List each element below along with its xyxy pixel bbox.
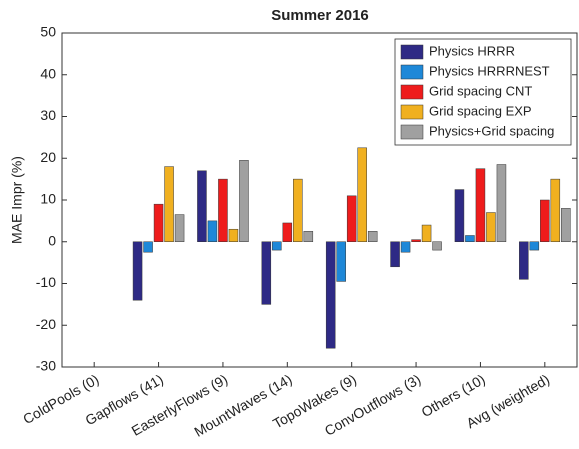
y-tick-label: 40 <box>40 65 56 81</box>
bar <box>197 170 207 242</box>
y-tick-label: -20 <box>36 316 56 332</box>
y-tick-label: 20 <box>40 149 56 165</box>
bar <box>432 241 442 251</box>
y-tick-label: -30 <box>36 358 56 374</box>
legend-swatch <box>400 64 424 80</box>
legend-swatch <box>400 84 424 100</box>
legend-swatch <box>400 44 424 60</box>
bar <box>400 241 411 253</box>
bar <box>496 164 507 242</box>
legend-label: Grid spacing EXP <box>429 103 532 118</box>
y-tick-label: 30 <box>40 107 56 123</box>
bar <box>293 178 303 242</box>
legend-label: Physics+Grid spacing <box>429 123 554 138</box>
bar <box>153 203 164 243</box>
bar <box>261 241 272 305</box>
bar <box>325 241 336 349</box>
legend-box <box>394 38 572 146</box>
bar <box>228 228 239 243</box>
bar <box>132 241 143 301</box>
bar <box>486 212 496 242</box>
bar <box>540 199 550 242</box>
y-tick-label: 10 <box>40 191 56 207</box>
bar <box>519 241 529 280</box>
bar <box>218 178 228 242</box>
legend-label: Physics HRRRNEST <box>429 63 550 78</box>
bar <box>454 189 465 242</box>
bar <box>303 231 314 242</box>
bar <box>390 241 400 268</box>
bar <box>550 178 561 242</box>
bar <box>239 160 249 242</box>
bar <box>164 166 174 243</box>
legend-label: Grid spacing CNT <box>429 83 532 98</box>
bar <box>357 147 367 242</box>
y-axis-label: MAE Impr (%) <box>9 156 25 244</box>
bar <box>411 239 421 243</box>
bar <box>475 168 486 242</box>
bar <box>346 195 357 242</box>
bar <box>367 231 378 242</box>
y-tick-label: -10 <box>36 274 56 290</box>
bar <box>143 241 153 253</box>
legend-swatch <box>400 104 424 120</box>
legend-swatch <box>400 124 424 140</box>
chart-title: Summer 2016 <box>271 7 369 24</box>
legend-label: Physics HRRR <box>429 43 515 58</box>
bar <box>336 241 346 282</box>
bar <box>272 241 282 251</box>
bar <box>561 208 571 243</box>
bar <box>421 224 432 243</box>
bar <box>529 241 540 251</box>
bar <box>465 235 475 243</box>
y-tick-label: 50 <box>40 24 56 40</box>
bar <box>282 222 293 242</box>
bar <box>174 214 185 243</box>
y-tick-label: 0 <box>48 232 56 248</box>
bar <box>207 220 218 242</box>
